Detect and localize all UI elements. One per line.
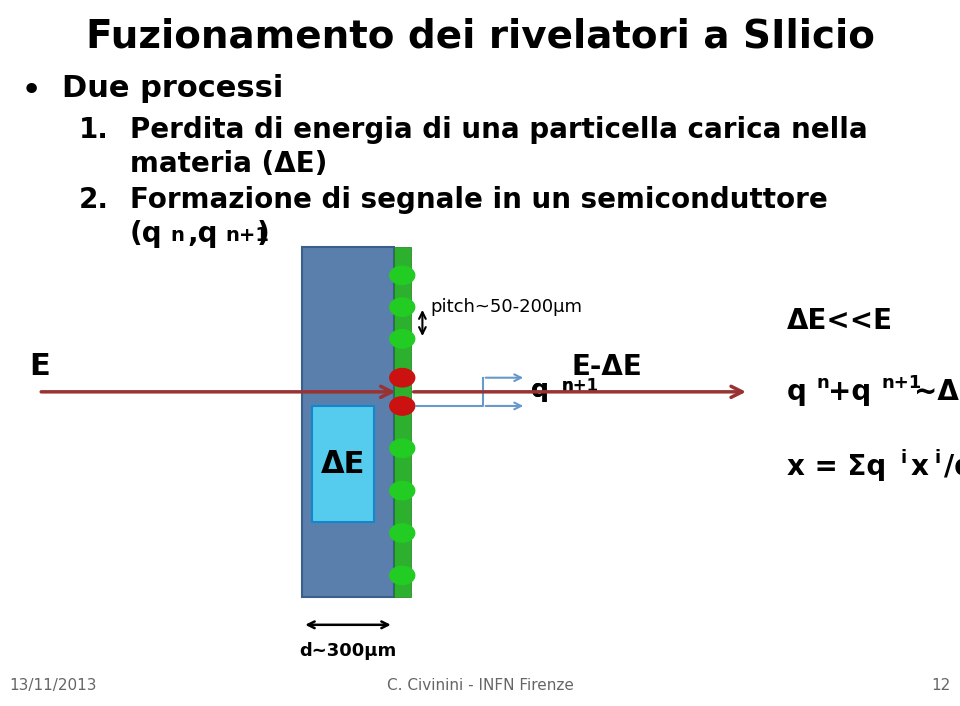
Text: n+1: n+1	[881, 373, 922, 392]
Text: 1.: 1.	[79, 116, 108, 145]
Circle shape	[390, 266, 415, 285]
Text: E: E	[29, 352, 50, 381]
Text: n: n	[170, 226, 183, 245]
Text: materia (ΔE): materia (ΔE)	[130, 150, 327, 179]
Text: d~300μm: d~300μm	[300, 642, 396, 660]
Text: n: n	[816, 373, 828, 392]
Circle shape	[390, 524, 415, 542]
Text: 2.: 2.	[79, 186, 108, 214]
Text: n: n	[562, 377, 573, 395]
Text: q: q	[787, 378, 807, 406]
Circle shape	[390, 439, 415, 457]
Text: n+1: n+1	[562, 377, 599, 395]
Text: ): )	[256, 220, 269, 249]
Text: E-ΔE: E-ΔE	[571, 353, 642, 381]
Text: Formazione di segnale in un semiconduttore: Formazione di segnale in un semicondutto…	[130, 186, 828, 214]
Text: ΔE: ΔE	[321, 450, 366, 479]
Text: Due processi: Due processi	[62, 74, 284, 103]
Text: Fuzionamento dei rivelatori a SIlicio: Fuzionamento dei rivelatori a SIlicio	[85, 18, 875, 56]
Text: n+1: n+1	[226, 226, 270, 245]
Text: 13/11/2013: 13/11/2013	[10, 678, 97, 693]
Text: 12: 12	[931, 678, 950, 693]
Text: x = Σq: x = Σq	[787, 453, 886, 481]
Text: i: i	[934, 449, 940, 467]
Text: /q: /q	[944, 453, 960, 481]
Circle shape	[390, 298, 415, 316]
Circle shape	[390, 566, 415, 585]
Text: ~ΔE: ~ΔE	[914, 378, 960, 406]
Circle shape	[390, 397, 415, 415]
Circle shape	[390, 481, 415, 500]
Text: q: q	[531, 378, 549, 402]
Text: ,q: ,q	[187, 220, 218, 249]
Text: x: x	[910, 453, 928, 481]
Text: •: •	[21, 74, 42, 108]
Circle shape	[390, 369, 415, 387]
Text: Perdita di energia di una particella carica nella: Perdita di energia di una particella car…	[130, 116, 867, 145]
Text: i: i	[900, 449, 906, 467]
Text: (q: (q	[130, 220, 162, 249]
Bar	[302, 247, 394, 597]
Text: q: q	[531, 378, 549, 402]
Text: ΔE<<E: ΔE<<E	[787, 307, 893, 335]
Bar	[394, 247, 411, 597]
Text: pitch~50-200μm: pitch~50-200μm	[430, 298, 582, 316]
Text: C. Civinini - INFN Firenze: C. Civinini - INFN Firenze	[387, 678, 573, 693]
Text: +q: +q	[828, 378, 872, 406]
Circle shape	[390, 330, 415, 348]
Bar	[312, 406, 374, 522]
